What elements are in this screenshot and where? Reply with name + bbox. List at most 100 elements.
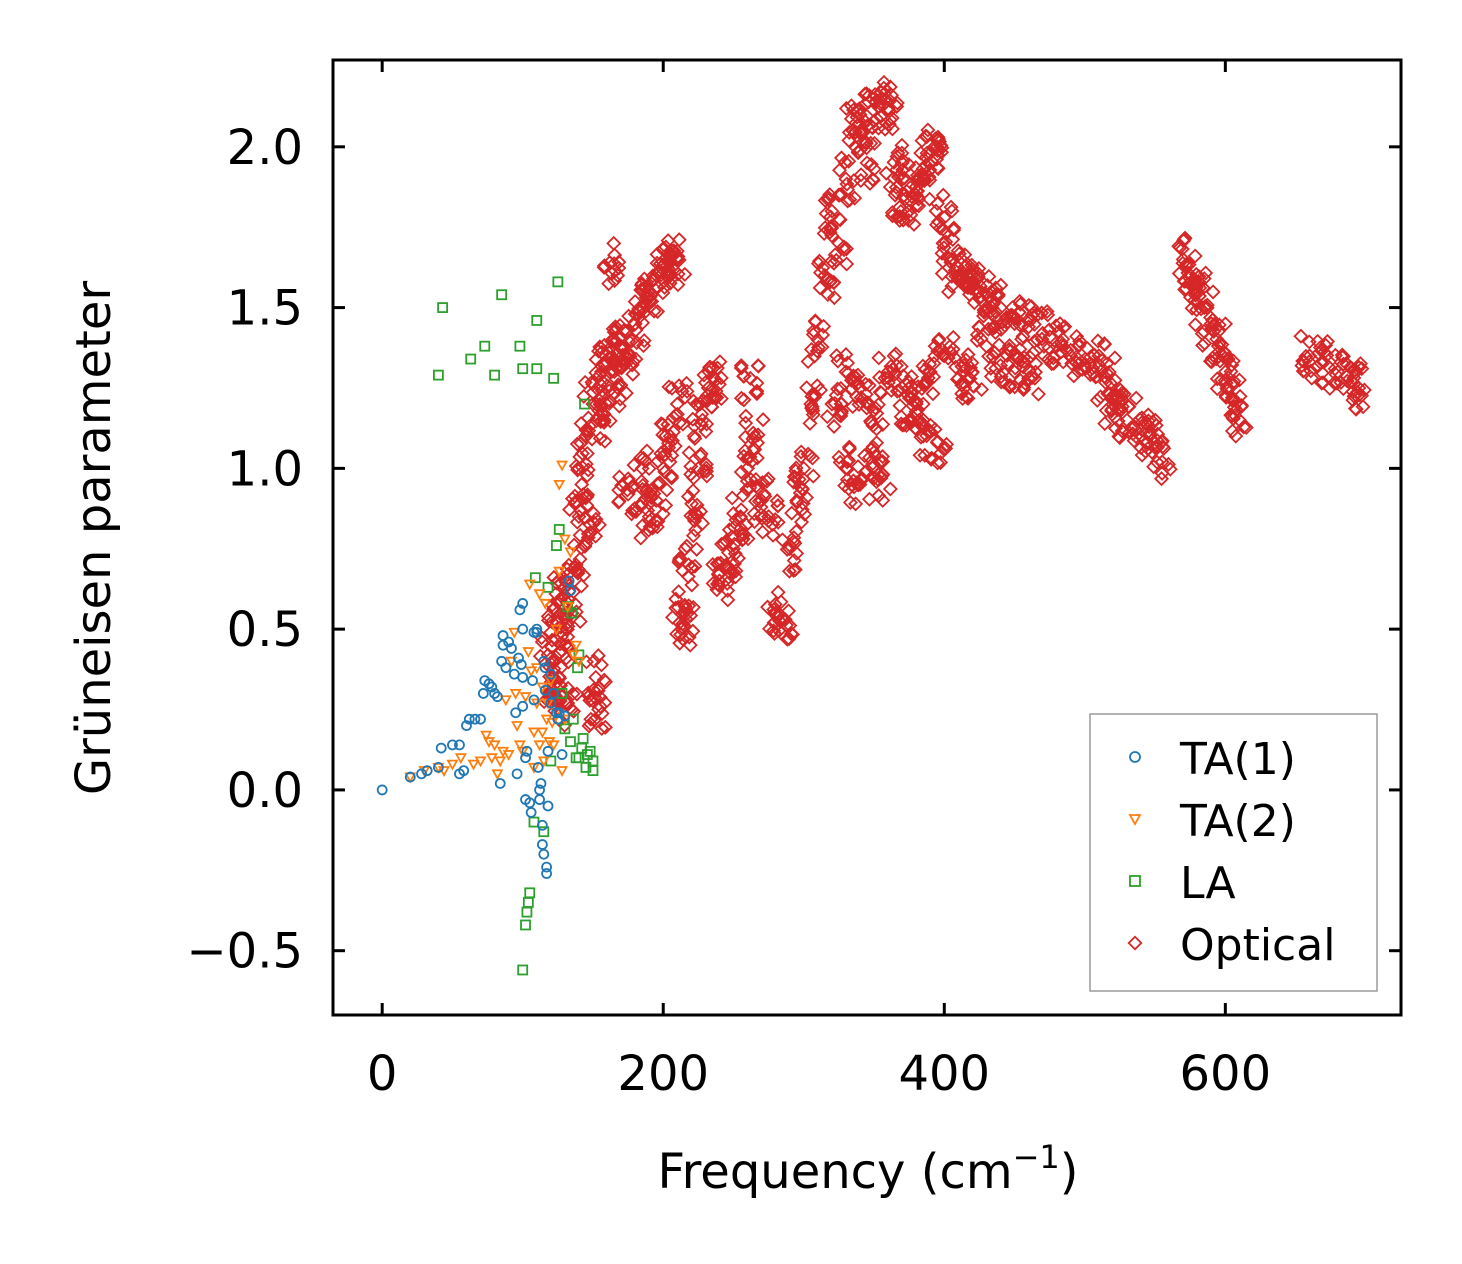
optical-point [960,347,976,363]
optical-point [686,428,702,444]
la-point [570,752,582,764]
optical-point [913,416,929,432]
ta2-point [516,746,529,758]
optical-point [738,415,754,431]
optical-point [685,528,701,544]
optical-point [836,242,852,258]
optical-point [839,256,855,272]
optical-point [688,522,704,538]
optical-point [663,468,680,484]
optical-point [664,470,680,486]
optical-point [580,487,596,503]
optical-point [910,172,926,188]
optical-point [948,359,964,375]
optical-point [791,471,807,487]
optical-point [909,406,925,422]
optical-point [611,254,627,270]
optical-point [930,333,947,349]
optical-point [699,416,715,432]
ta1-point [514,604,526,616]
optical-point [710,576,726,592]
la-point [489,369,501,381]
optical-point [770,498,786,514]
ta2-point [564,547,577,559]
optical-point [857,448,873,464]
optical-point [660,417,676,433]
optical-point [927,421,943,437]
optical-point [671,552,687,568]
ta2-point [553,479,566,491]
optical-point [1147,412,1163,428]
ta1-point [545,697,557,709]
optical-point [1177,230,1193,246]
ta2-point [513,740,526,752]
optical-point [633,450,649,466]
ta1-point [506,643,517,654]
optical-point [726,536,742,552]
optical-point [1148,417,1164,433]
y-axis-label: Grüneisen parameter [66,281,122,796]
optical-point [774,532,791,548]
optical-point [931,214,947,230]
optical-point [904,188,920,205]
y-tick-label: 2.0 [227,120,303,176]
optical-point [705,556,721,572]
optical-point [564,702,580,718]
optical-point [943,199,959,215]
optical-point [1195,280,1211,296]
optical-point [983,284,999,300]
ta1-point [534,794,545,805]
optical-point [864,469,880,485]
optical-point [1314,375,1330,391]
optical-point [1348,364,1364,381]
optical-point [1349,384,1365,400]
optical-point [847,190,863,206]
optical-point [1314,343,1330,359]
optical-point [720,582,736,598]
ta2-point [491,769,504,781]
optical-point [1002,343,1018,359]
optical-point [617,324,634,340]
optical-point [755,412,771,428]
optical-point [602,364,618,380]
optical-point [586,515,602,531]
optical-point [1074,361,1090,377]
optical-point [635,315,651,331]
optical-point [923,424,939,440]
optical-point [1218,388,1234,404]
optical-point [574,445,590,461]
optical-point [740,531,756,547]
la-point [553,524,565,535]
optical-point [987,325,1003,341]
optical-point [579,489,595,505]
optical-point [769,493,785,509]
optical-point [1123,420,1139,436]
optical-point [940,350,956,366]
optical-point [970,284,986,300]
optical-point [660,233,676,249]
optical-point [621,308,637,324]
x-axis: 0 200 400 600 [367,60,1271,1102]
optical-point [981,268,997,284]
optical-point [648,513,664,529]
optical-point [1053,334,1069,350]
la-point [524,887,536,899]
ta2-point [505,656,518,668]
optical-point [834,403,850,419]
optical-point [784,505,800,521]
ta1-point [486,681,498,693]
la-point [514,340,526,352]
optical-point [671,415,687,431]
optical-point [658,497,674,513]
optical-point [1322,380,1338,396]
ta1-point [489,688,501,699]
optical-point [930,455,946,471]
x-tick-label: 600 [1180,1046,1272,1102]
optical-point [1179,256,1195,272]
optical-point [1187,248,1203,264]
optical-point [669,626,685,642]
optical-point [1301,354,1317,370]
optical-point [685,623,701,639]
optical-point [898,417,914,434]
ta1-point [432,762,444,773]
